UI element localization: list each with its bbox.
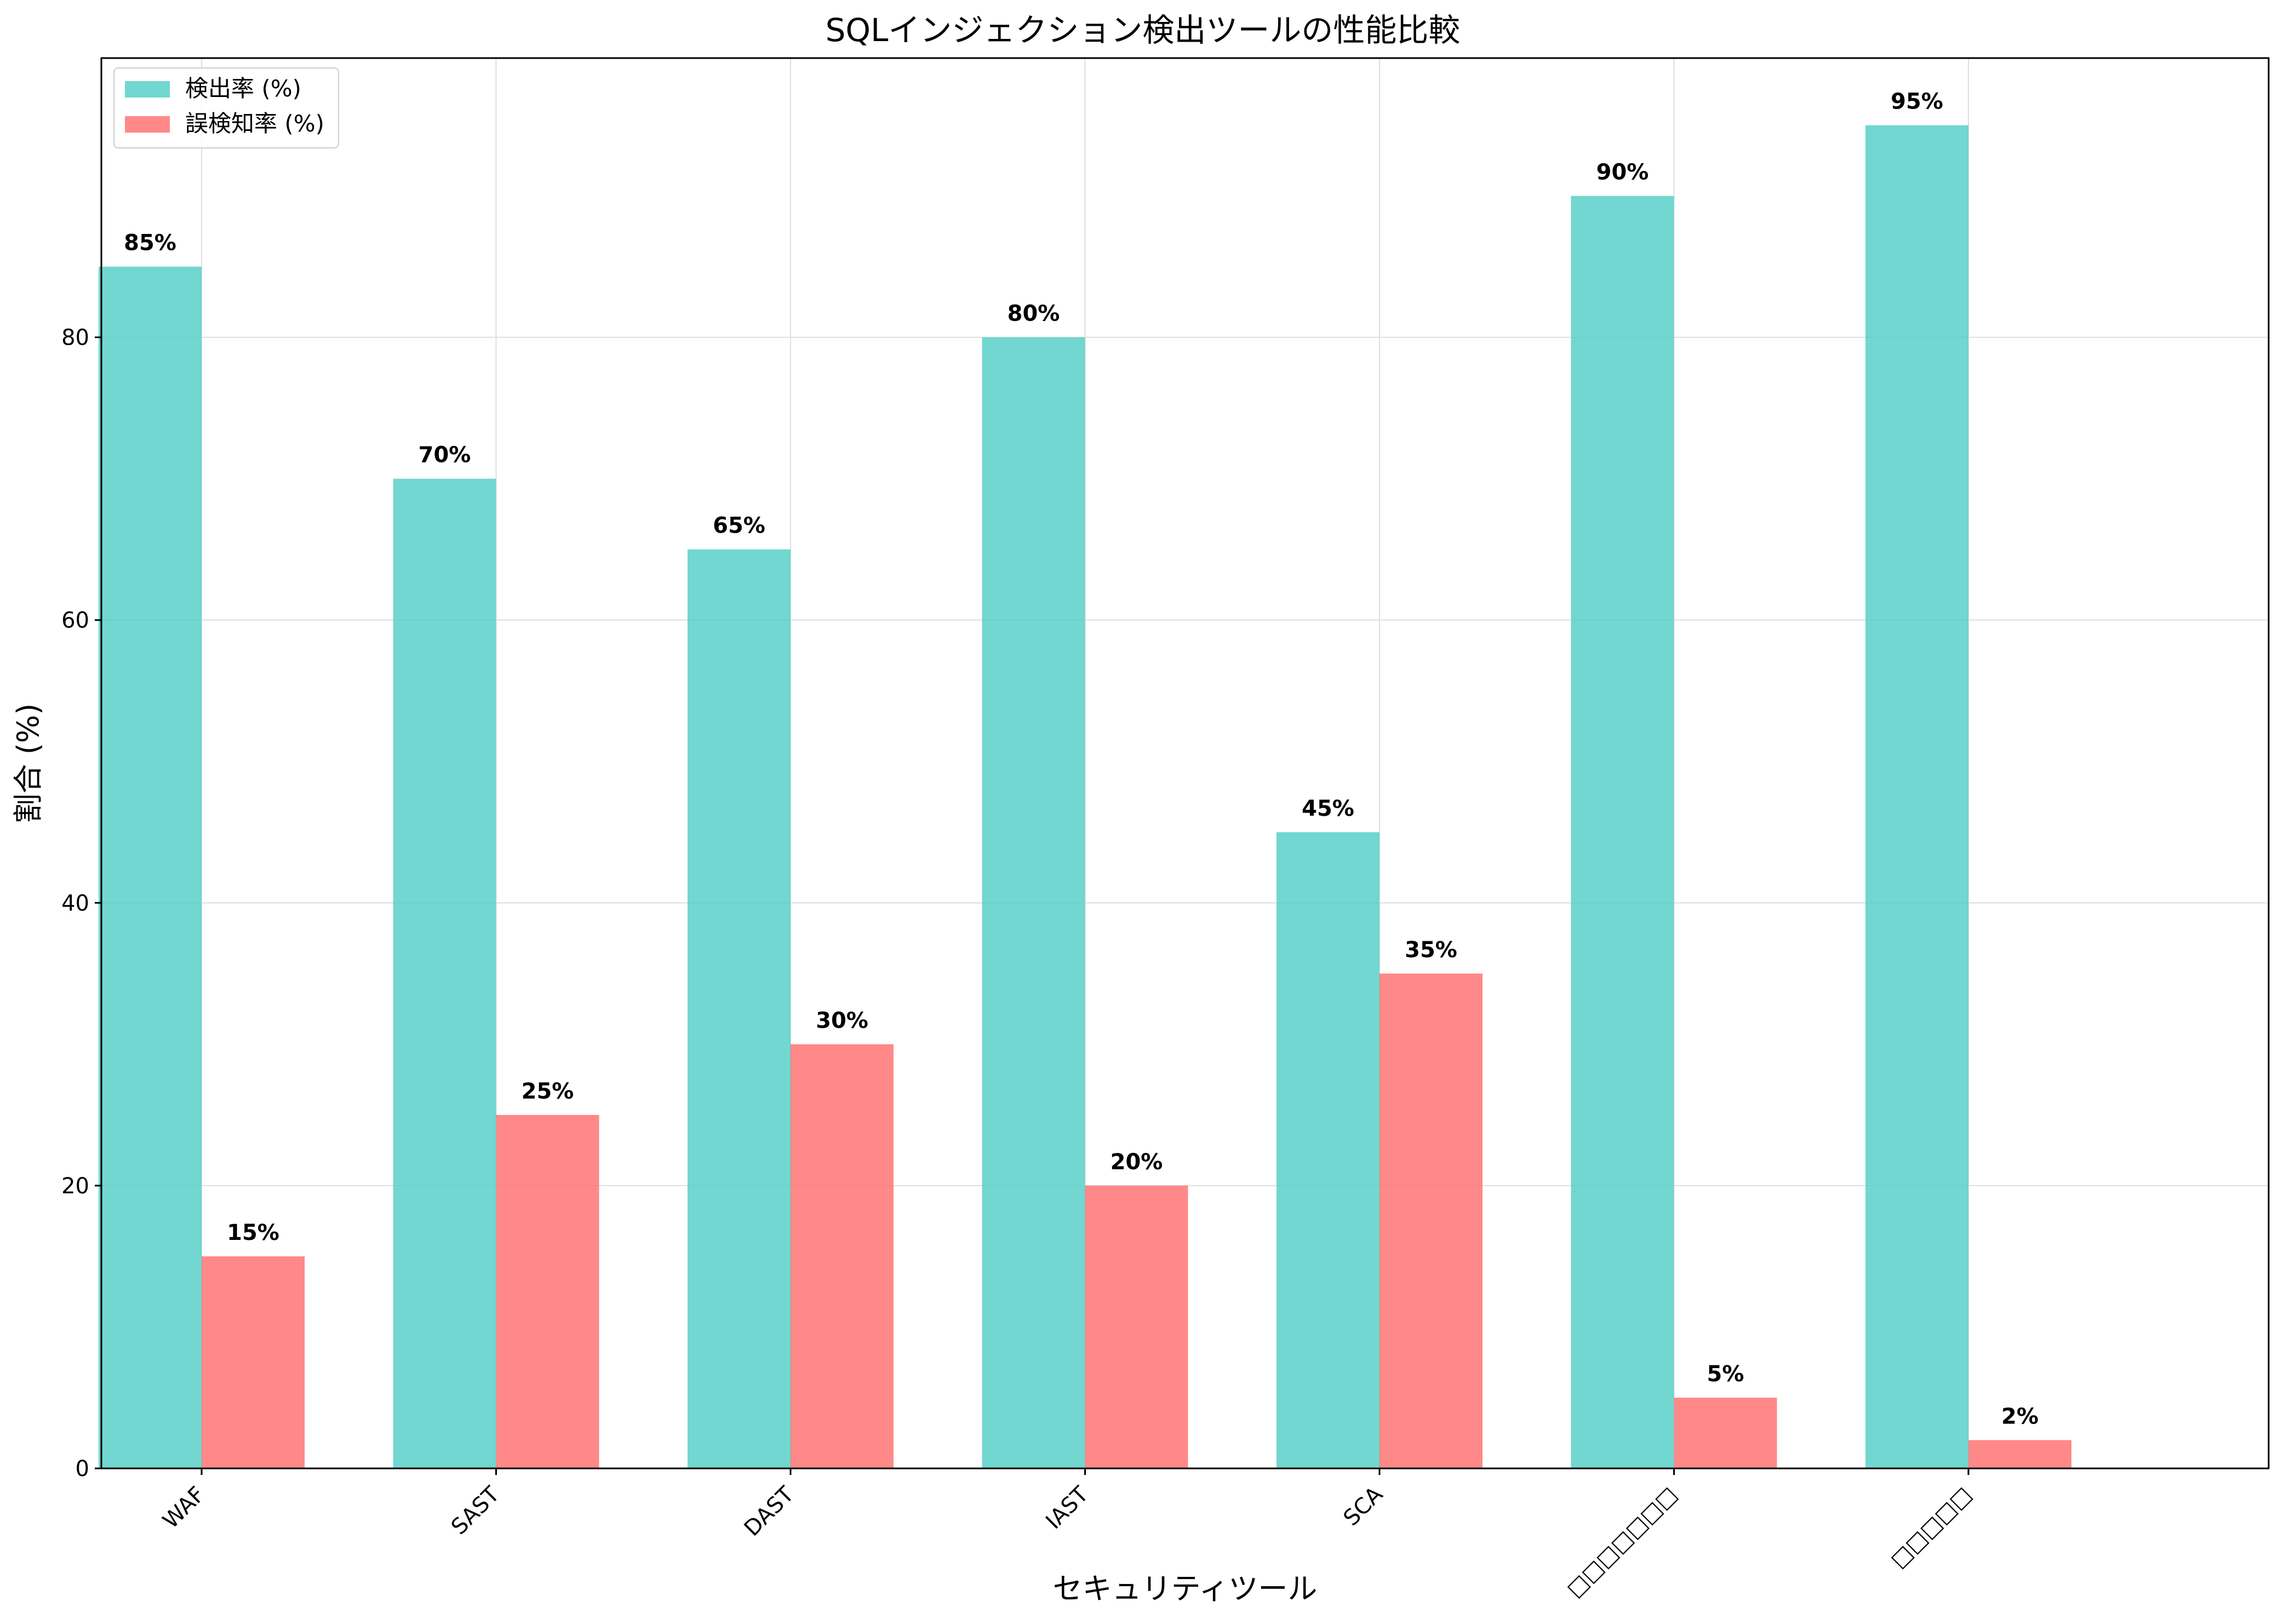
legend-swatch-detection-rate (125, 81, 170, 98)
x-axis-title: セキュリティツール (1053, 1571, 1318, 1606)
chart-title: SQLインジェクション検出ツールの性能比較 (826, 12, 1461, 49)
bar-detection-rate (982, 337, 1085, 1468)
bar-detection-rate (393, 478, 496, 1468)
bar-labels-layer: 85% 70% 65% 80% 45% 90% 95% 15% 25% 30% 20% 35% 5% 2% (124, 89, 2039, 1429)
bar-value-label-detection-rate: 80% (1008, 301, 1060, 327)
plot-frame (100, 57, 2270, 1469)
y-tick-label: 60 (61, 608, 89, 633)
bar-detection-rate (1276, 832, 1379, 1468)
y-tick-label: 20 (61, 1174, 89, 1199)
bar-value-label-false-positive-rate: 5% (1707, 1362, 1744, 1387)
bar-value-label-detection-rate: 45% (1302, 796, 1354, 821)
bar-false-positive-rate (202, 1256, 305, 1468)
bar-detection-rate (1571, 196, 1674, 1468)
bars-layer (99, 125, 2071, 1469)
legend-label-detection-rate: 検出率 (%) (185, 75, 301, 102)
bar-detection-rate (1865, 125, 1968, 1468)
bar-false-positive-rate (1674, 1397, 1777, 1468)
bar-value-label-detection-rate: 95% (1891, 89, 1943, 115)
bar-false-positive-rate (791, 1044, 894, 1468)
y-tick-label: 80 (61, 325, 89, 351)
bar-false-positive-rate (496, 1114, 599, 1468)
legend-box (113, 67, 339, 148)
bar-false-positive-rate (1085, 1185, 1188, 1468)
y-axis: 0 20 40 60 80 (61, 325, 101, 1482)
legend: 検出率 (%) 誤検知率 (%) (113, 67, 339, 148)
bar-value-label-false-positive-rate: 30% (816, 1008, 868, 1033)
bar-value-label-detection-rate: 90% (1596, 160, 1649, 185)
legend-swatch-false-positive-rate (125, 116, 170, 133)
y-tick-label: 40 (61, 891, 89, 916)
bar-value-label-false-positive-rate: 2% (2001, 1404, 2039, 1429)
legend-label-false-positive-rate: 誤検知率 (%) (185, 110, 324, 137)
bar-value-label-false-positive-rate: 15% (227, 1220, 279, 1245)
bar-value-label-detection-rate: 70% (419, 443, 471, 468)
bar-value-label-detection-rate: 85% (124, 231, 176, 256)
bar-detection-rate (99, 266, 202, 1469)
bar-detection-rate (688, 549, 791, 1468)
bar-value-label-false-positive-rate: 25% (522, 1079, 574, 1104)
bar-value-label-false-positive-rate: 35% (1405, 937, 1457, 963)
bar-value-label-false-positive-rate: 20% (1110, 1150, 1163, 1175)
bar-value-label-detection-rate: 65% (713, 513, 765, 539)
y-tick-label: 0 (76, 1456, 89, 1482)
y-axis-title: 割合 (%) (11, 704, 45, 824)
bar-false-positive-rate (1968, 1440, 2071, 1468)
bar-false-positive-rate (1379, 973, 1482, 1468)
